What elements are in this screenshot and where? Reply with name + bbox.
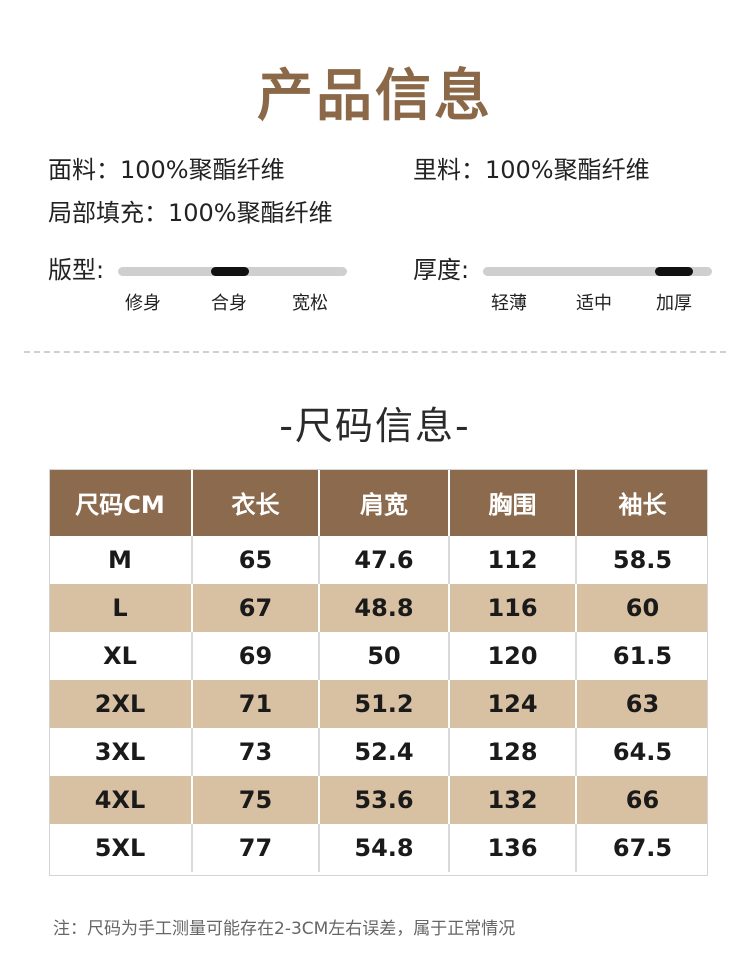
table-row: 2XL 71 51.2 124 63	[49, 680, 708, 728]
cell-length: 75	[192, 776, 320, 824]
table-row: XL 69 50 120 61.5	[49, 632, 708, 680]
cell-chest: 128	[449, 728, 577, 776]
cell-sleeve: 66	[576, 776, 708, 824]
lining-info: 里料：100%聚酯纤维	[413, 156, 650, 184]
header-shoulder: 肩宽	[319, 469, 450, 536]
fill-info: 局部填充：100%聚酯纤维	[48, 199, 333, 227]
fit-option-slim: 修身	[125, 293, 161, 314]
table-row: L 67 48.8 116 60	[49, 584, 708, 632]
cell-length: 71	[192, 680, 320, 728]
cell-size: 3XL	[49, 728, 193, 776]
thickness-gauge-marker	[655, 267, 693, 276]
fit-gauge	[118, 267, 347, 276]
thickness-option-thin: 轻薄	[491, 293, 527, 314]
thickness-option-medium: 适中	[576, 293, 612, 314]
cell-shoulder: 54.8	[319, 824, 450, 872]
cell-length: 67	[192, 584, 320, 632]
cell-chest: 124	[449, 680, 577, 728]
fabric-info: 面料：100%聚酯纤维	[48, 156, 285, 184]
cell-length: 77	[192, 824, 320, 872]
page-title: 产品信息	[257, 64, 493, 129]
cell-size: L	[49, 584, 193, 632]
table-row: M 65 47.6 112 58.5	[49, 536, 708, 584]
header-length: 衣长	[192, 469, 320, 536]
size-table-header: 尺码CM 衣长 肩宽 胸围 袖长	[49, 469, 708, 536]
cell-size: M	[49, 536, 193, 584]
cell-chest: 112	[449, 536, 577, 584]
cell-shoulder: 52.4	[319, 728, 450, 776]
cell-size: XL	[49, 632, 193, 680]
table-row: 5XL 77 54.8 136 67.5	[49, 824, 708, 872]
cell-shoulder: 51.2	[319, 680, 450, 728]
cell-sleeve: 60	[576, 584, 708, 632]
header-size: 尺码CM	[49, 469, 193, 536]
cell-chest: 132	[449, 776, 577, 824]
cell-length: 65	[192, 536, 320, 584]
size-section-title: -尺码信息-	[279, 404, 471, 448]
fit-option-regular: 合身	[211, 293, 247, 314]
fit-gauge-marker	[211, 267, 249, 276]
header-sleeve: 袖长	[576, 469, 708, 536]
cell-size: 2XL	[49, 680, 193, 728]
cell-shoulder: 47.6	[319, 536, 450, 584]
cell-chest: 120	[449, 632, 577, 680]
table-row: 3XL 73 52.4 128 64.5	[49, 728, 708, 776]
header-chest: 胸围	[449, 469, 577, 536]
cell-size: 5XL	[49, 824, 193, 872]
cell-sleeve: 58.5	[576, 536, 708, 584]
measurement-note: 注：尺码为手工测量可能存在2-3CM左右误差，属于正常情况	[53, 919, 516, 939]
table-row: 4XL 75 53.6 132 66	[49, 776, 708, 824]
cell-sleeve: 64.5	[576, 728, 708, 776]
cell-sleeve: 67.5	[576, 824, 708, 872]
cell-shoulder: 48.8	[319, 584, 450, 632]
cell-sleeve: 63	[576, 680, 708, 728]
section-divider	[24, 351, 726, 353]
cell-length: 69	[192, 632, 320, 680]
cell-shoulder: 50	[319, 632, 450, 680]
cell-length: 73	[192, 728, 320, 776]
fit-label: 版型:	[48, 256, 105, 284]
cell-shoulder: 53.6	[319, 776, 450, 824]
size-table: 尺码CM 衣长 肩宽 胸围 袖长 M 65 47.6 112 58.5 L 67…	[49, 469, 708, 872]
thickness-gauge	[483, 267, 712, 276]
cell-size: 4XL	[49, 776, 193, 824]
fit-option-loose: 宽松	[292, 293, 328, 314]
thickness-label: 厚度:	[413, 256, 470, 284]
cell-chest: 116	[449, 584, 577, 632]
cell-sleeve: 61.5	[576, 632, 708, 680]
cell-chest: 136	[449, 824, 577, 872]
thickness-option-thick: 加厚	[656, 293, 692, 314]
